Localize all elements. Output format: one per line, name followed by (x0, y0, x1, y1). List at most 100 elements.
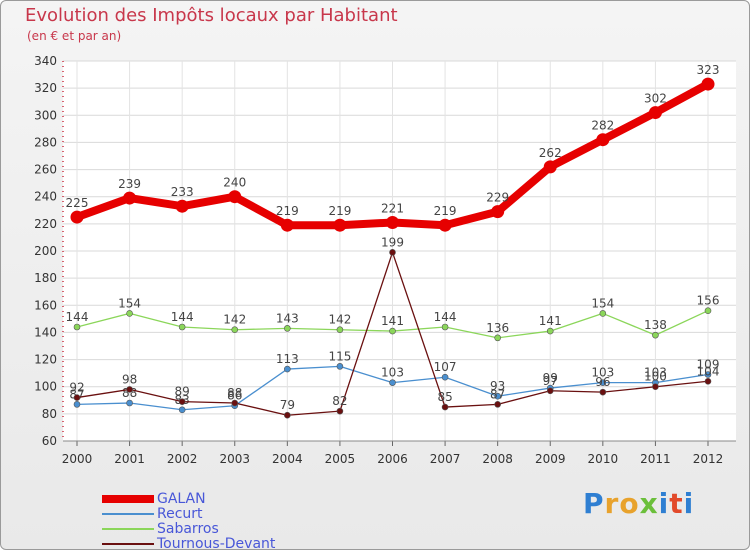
data-label-sabarros: 154 (118, 296, 141, 310)
data-point-galan (333, 218, 347, 232)
y-tick-label: 160 (34, 298, 57, 312)
data-label-tournous-devant: 87 (490, 387, 505, 401)
data-label-tournous-devant: 88 (227, 386, 242, 400)
data-label-sabarros: 136 (486, 321, 509, 335)
y-tick-label: 300 (34, 108, 57, 122)
data-point-recurt (73, 401, 81, 408)
data-point-galan (70, 210, 84, 224)
data-label-sabarros: 142 (223, 313, 246, 327)
x-tick-label: 2007 (430, 452, 461, 466)
data-label-recurt: 93 (490, 379, 505, 393)
data-point-sabarros (441, 323, 449, 331)
data-label-sabarros: 141 (381, 314, 404, 328)
data-label-galan: 239 (118, 177, 141, 191)
y-tick-label: 220 (34, 217, 57, 231)
logo-letter: i (658, 487, 670, 520)
data-label-tournous-devant: 98 (122, 372, 137, 386)
data-label-galan: 219 (434, 204, 457, 218)
data-point-tournous-devant (494, 401, 501, 408)
data-point-galan (438, 218, 452, 232)
data-label-sabarros: 141 (539, 314, 562, 328)
data-point-tournous-devant (126, 386, 133, 393)
data-point-recurt (126, 399, 133, 407)
legend-swatch-tournous-devant (102, 543, 154, 545)
data-point-galan (491, 205, 505, 219)
data-label-galan: 219 (276, 204, 299, 218)
x-tick-label: 2009 (535, 452, 566, 466)
data-point-sabarros (494, 334, 501, 342)
data-point-sabarros (126, 310, 133, 317)
data-label-tournous-devant: 104 (697, 364, 720, 378)
data-point-recurt (336, 363, 344, 370)
data-point-galan (701, 77, 715, 91)
data-label-recurt: 113 (276, 352, 299, 366)
y-tick-label: 180 (34, 271, 57, 285)
x-tick-label: 2004 (272, 452, 303, 466)
data-label-tournous-devant: 199 (381, 235, 404, 249)
data-point-sabarros (389, 327, 396, 335)
data-point-sabarros (652, 331, 659, 339)
chart-subtitle: (en € et par an) (27, 29, 122, 43)
y-tick-label: 200 (34, 244, 57, 258)
data-point-recurt (284, 365, 291, 373)
data-point-galan (596, 133, 610, 147)
data-label-galan: 225 (66, 196, 89, 210)
legend-swatch-galan (102, 495, 154, 503)
data-point-galan (648, 106, 662, 120)
data-label-recurt: 99 (543, 371, 558, 385)
x-tick-label: 2012 (693, 452, 724, 466)
data-label-recurt: 103 (591, 366, 614, 380)
x-tick-label: 2010 (588, 452, 619, 466)
y-tick-label: 60 (42, 434, 57, 448)
data-point-tournous-devant (441, 403, 449, 411)
data-label-galan: 302 (644, 92, 667, 106)
data-label-galan: 219 (328, 204, 351, 218)
data-point-recurt (599, 379, 607, 386)
legend-label-sabarros: Sabarros (157, 521, 219, 537)
data-point-sabarros (599, 310, 607, 317)
x-tick-label: 2000 (62, 452, 93, 466)
data-label-sabarros: 143 (276, 311, 299, 325)
data-point-tournous-devant (652, 383, 659, 391)
data-point-sabarros (704, 307, 712, 315)
data-label-galan: 221 (381, 202, 404, 216)
legend-swatch-recurt (102, 513, 154, 515)
y-tick-label: 260 (34, 163, 57, 177)
data-label-tournous-devant: 89 (175, 385, 190, 399)
data-point-tournous-devant (389, 249, 396, 256)
data-label-recurt: 103 (644, 366, 667, 380)
data-point-galan (123, 191, 137, 205)
x-tick-label: 2011 (640, 452, 671, 466)
data-label-sabarros: 142 (328, 313, 351, 327)
logo-letter: o (619, 487, 640, 520)
y-tick-label: 120 (34, 353, 57, 367)
data-label-tournous-devant: 100 (644, 370, 667, 384)
logo-letter: t (669, 487, 684, 520)
data-point-galan (175, 199, 189, 213)
data-label-recurt: 115 (328, 349, 351, 363)
x-tick-label: 2008 (482, 452, 513, 466)
data-point-tournous-devant (336, 407, 344, 415)
logo-letter: P (583, 487, 605, 520)
data-point-galan (386, 216, 399, 229)
data-point-sabarros (178, 323, 186, 331)
data-label-tournous-devant: 85 (437, 390, 452, 404)
data-label-galan: 323 (697, 63, 720, 77)
data-label-galan: 229 (486, 191, 509, 205)
data-label-recurt: 109 (697, 358, 720, 372)
data-point-recurt (441, 373, 449, 381)
data-label-tournous-devant: 82 (332, 394, 347, 408)
y-tick-label: 80 (42, 407, 57, 421)
proxiti-logo: Proxiti (583, 487, 694, 520)
data-label-tournous-devant: 96 (595, 375, 610, 389)
data-label-galan: 282 (591, 119, 614, 133)
data-point-galan (280, 218, 294, 232)
data-point-galan (228, 190, 242, 204)
data-label-galan: 240 (223, 176, 246, 190)
data-point-sabarros (336, 326, 344, 334)
data-label-sabarros: 156 (697, 294, 720, 308)
data-label-tournous-devant: 79 (280, 398, 295, 412)
data-point-galan (543, 160, 557, 174)
